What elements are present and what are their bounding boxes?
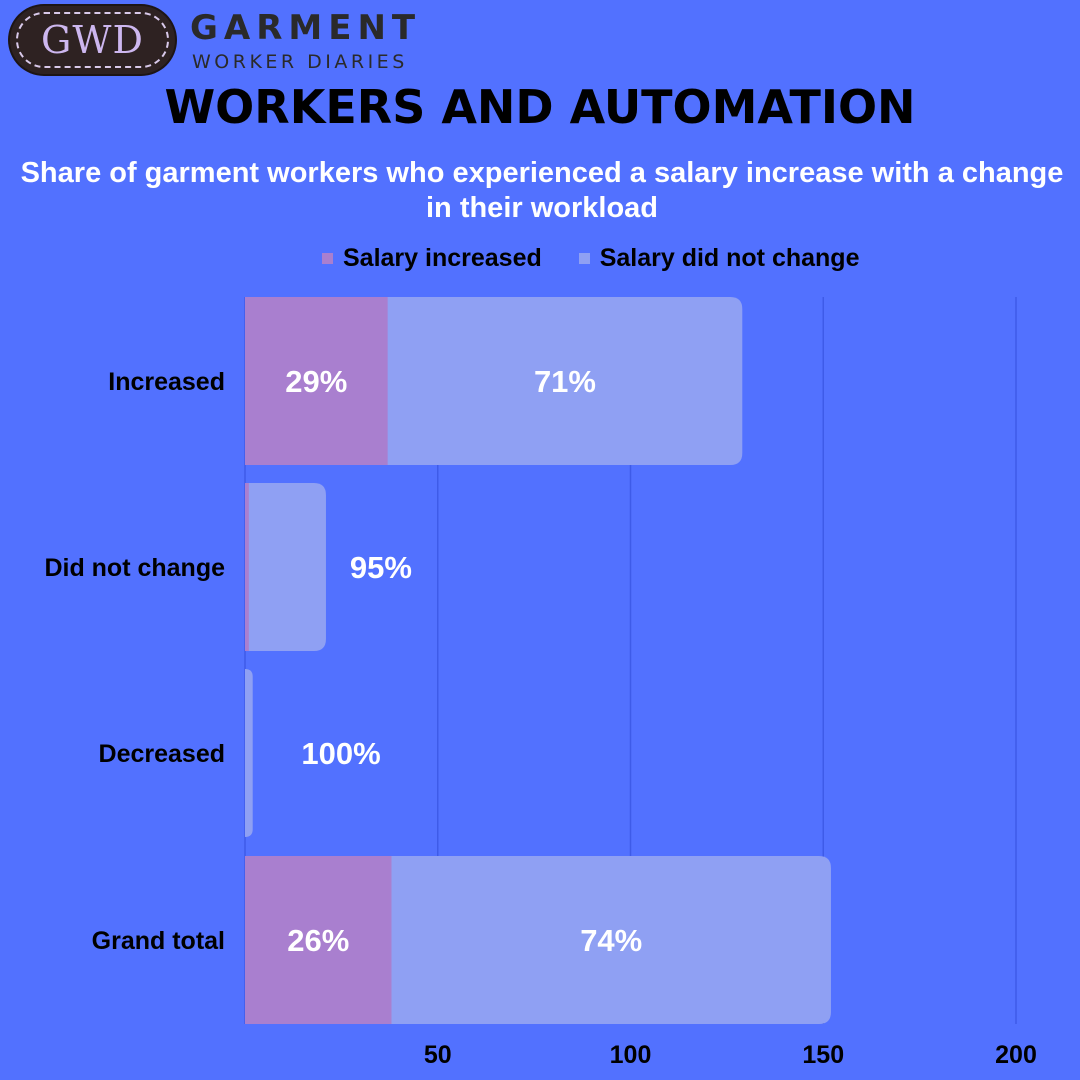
data-label-salary-did-not-change-increased: 71% xyxy=(534,364,596,399)
x-tick-label-50: 50 xyxy=(424,1041,452,1069)
x-tick-label-150: 150 xyxy=(802,1041,844,1069)
bar-salary-did-not-change-did-not-change xyxy=(245,483,326,651)
category-label-grand-total: Grand total xyxy=(92,927,225,955)
brand-tagline: WORKER DIARIES xyxy=(192,51,408,73)
chart-subtitle: Share of garment workers who experienced… xyxy=(20,157,1064,224)
legend-swatch-salary-did-not-change xyxy=(578,253,590,264)
legend-swatch-salary-increased xyxy=(322,253,333,264)
bar-salary-did-not-change-decreased xyxy=(245,669,253,837)
data-label-salary-increased-grand-total: 26% xyxy=(287,923,349,958)
category-label-increased: Increased xyxy=(108,368,225,396)
data-label-salary-increased-increased: 29% xyxy=(285,364,347,399)
chart-title: WORKERS AND AUTOMATION xyxy=(164,80,916,134)
gwd-logo: GWD xyxy=(10,6,175,74)
logo-letters: GWD xyxy=(41,18,144,62)
legend-label-salary-did-not-change: Salary did not change xyxy=(599,244,860,272)
category-label-did-not-change: Did not change xyxy=(44,554,225,582)
legend-item-salary-did-not-change: Salary did not change xyxy=(578,244,860,273)
bar-salary-increased-grand-total xyxy=(245,856,392,1024)
data-label-salary-did-not-change-grand-total: 74% xyxy=(580,923,642,958)
legend-label-salary-increased: Salary increased xyxy=(343,244,542,272)
data-label-salary-did-not-change-decreased: 100% xyxy=(301,736,380,771)
data-label-salary-did-not-change-did-not-change: 95% xyxy=(350,550,412,585)
x-tick-label-200: 200 xyxy=(995,1041,1037,1069)
bar-salary-increased-did-not-change xyxy=(245,483,249,651)
category-label-decreased: Decreased xyxy=(99,740,225,768)
logo-stitch-border xyxy=(16,12,169,68)
x-tick-label-100: 100 xyxy=(610,1041,652,1069)
legend-item-salary-increased: Salary increased xyxy=(322,244,542,273)
bar-salary-increased-increased xyxy=(245,297,388,465)
brand-name: GARMENT xyxy=(190,8,422,48)
chart-legend: Salary increased Salary did not change xyxy=(322,244,889,273)
